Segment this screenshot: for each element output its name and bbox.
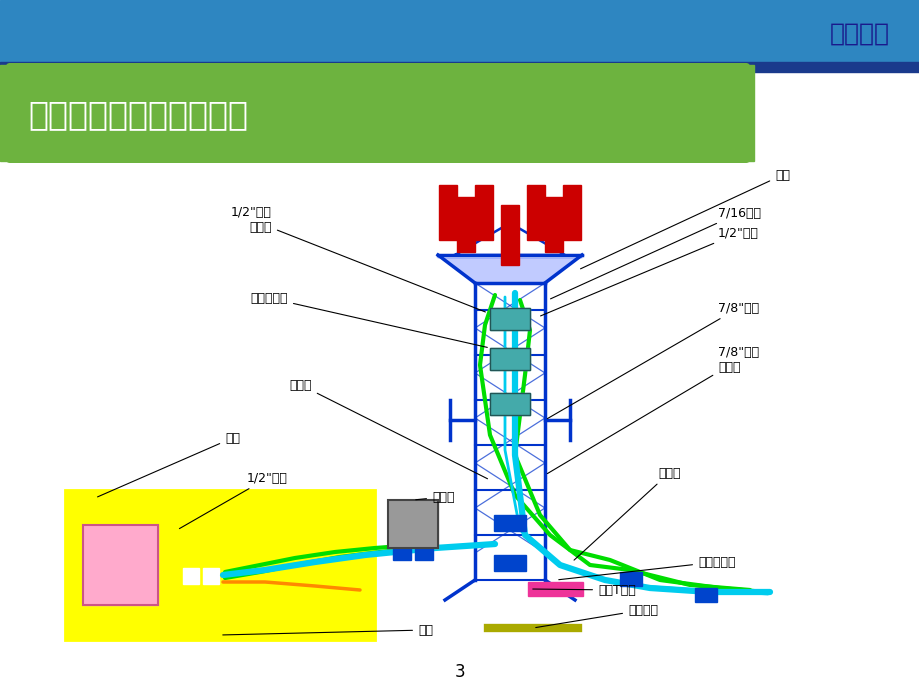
Text: 机房: 机房: [97, 431, 240, 497]
Text: 1/2"单联
馈线卡: 1/2"单联 馈线卡: [231, 206, 485, 312]
Text: 室外接地排: 室外接地排: [558, 555, 734, 580]
Bar: [0, 65, 754, 161]
Text: 馈线孔板: 馈线孔板: [535, 604, 657, 627]
Text: 偏置T接头: 偏置T接头: [532, 584, 635, 596]
Bar: [65, 490, 375, 640]
Bar: [619, 572, 641, 586]
Bar: [388, 500, 437, 548]
Text: 天线: 天线: [580, 168, 789, 269]
Bar: [528, 582, 583, 596]
Text: 通信学院: 通信学院: [829, 22, 889, 46]
Bar: [183, 568, 199, 584]
Bar: [414, 548, 433, 560]
Bar: [501, 205, 518, 265]
Bar: [490, 393, 529, 415]
Bar: [0, 161, 919, 690]
Text: 避雷器: 避雷器: [415, 491, 454, 504]
Bar: [527, 185, 544, 240]
Bar: [544, 197, 562, 252]
Bar: [0, 0, 919, 62]
Bar: [203, 568, 219, 584]
Bar: [392, 548, 411, 560]
Bar: [438, 185, 457, 240]
Bar: [388, 500, 437, 548]
Text: 机柜: 机柜: [222, 624, 433, 636]
Bar: [0, 62, 919, 72]
Bar: [490, 308, 529, 330]
Text: 7/8"电缆: 7/8"电缆: [547, 302, 758, 419]
Bar: [694, 588, 716, 602]
Text: 1/2"跳线: 1/2"跳线: [540, 226, 758, 316]
Bar: [494, 555, 526, 571]
Bar: [490, 348, 529, 370]
Bar: [83, 525, 158, 605]
Bar: [490, 348, 529, 370]
Text: 3: 3: [454, 663, 465, 681]
Text: 天馈系统及基站天线组成: 天馈系统及基站天线组成: [28, 99, 248, 131]
Bar: [490, 393, 529, 415]
Bar: [562, 185, 581, 240]
Text: 接地卡: 接地卡: [573, 466, 680, 560]
Bar: [474, 185, 493, 240]
Text: 1/2"跳线: 1/2"跳线: [179, 471, 288, 529]
Bar: [83, 525, 158, 605]
Bar: [457, 197, 474, 252]
Text: 7/16接头: 7/16接头: [550, 206, 760, 299]
Polygon shape: [437, 255, 582, 283]
Text: 7/8"三联
馈线卡: 7/8"三联 馈线卡: [547, 346, 758, 473]
Text: 塔顶放大器: 塔顶放大器: [250, 291, 487, 347]
Bar: [490, 308, 529, 330]
Text: 接地卡: 接地卡: [289, 379, 487, 479]
FancyBboxPatch shape: [6, 63, 749, 163]
Bar: [494, 515, 526, 531]
